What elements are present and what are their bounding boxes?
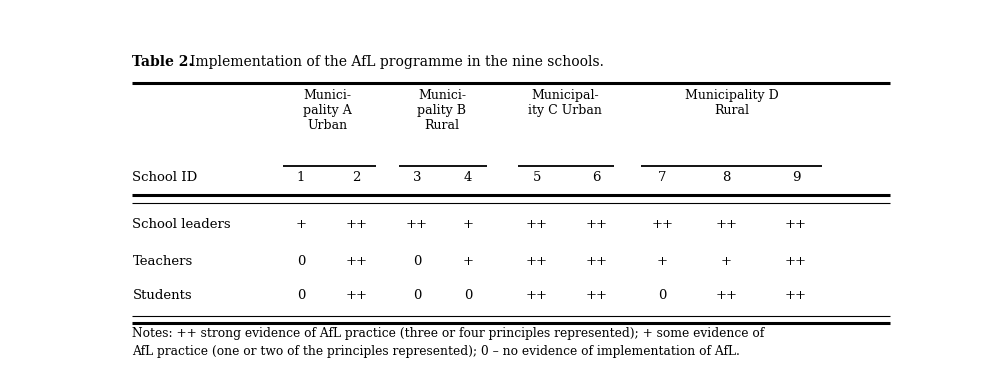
Text: ++: ++ (785, 218, 807, 232)
Text: ++: ++ (716, 218, 738, 232)
Text: ++: ++ (526, 255, 548, 268)
Text: 3: 3 (413, 171, 421, 184)
Text: ++: ++ (526, 218, 548, 232)
Text: 7: 7 (658, 171, 667, 184)
Text: 6: 6 (592, 171, 601, 184)
Text: ++: ++ (526, 290, 548, 303)
Text: Munici-
pality A
Urban: Munici- pality A Urban (303, 89, 351, 132)
Text: Notes: ++ strong evidence of AfL practice (three or four principles represented): Notes: ++ strong evidence of AfL practic… (133, 327, 764, 359)
Text: +: + (721, 255, 732, 268)
Text: ++: ++ (586, 290, 608, 303)
Text: 9: 9 (791, 171, 800, 184)
Text: Municipality D
Rural: Municipality D Rural (685, 89, 778, 117)
Text: 0: 0 (413, 290, 421, 303)
Text: 2: 2 (352, 171, 361, 184)
Text: ++: ++ (406, 218, 428, 232)
Text: Implementation of the AfL programme in the nine schools.: Implementation of the AfL programme in t… (191, 55, 605, 69)
Text: +: + (463, 218, 474, 232)
Text: School leaders: School leaders (133, 218, 232, 232)
Text: 5: 5 (533, 171, 541, 184)
Text: ++: ++ (785, 290, 807, 303)
Text: Municipal-
ity C Urban: Municipal- ity C Urban (528, 89, 602, 117)
Text: 0: 0 (464, 290, 472, 303)
Text: ++: ++ (652, 218, 674, 232)
Text: 1: 1 (297, 171, 305, 184)
Text: +: + (657, 255, 668, 268)
Text: Students: Students (133, 290, 192, 303)
Text: 4: 4 (464, 171, 472, 184)
Text: ++: ++ (785, 255, 807, 268)
Text: ++: ++ (345, 218, 368, 232)
Text: +: + (295, 218, 306, 232)
Text: Table 2.: Table 2. (133, 55, 194, 69)
Text: ++: ++ (345, 255, 368, 268)
Text: ++: ++ (345, 290, 368, 303)
Text: ++: ++ (586, 255, 608, 268)
Text: +: + (463, 255, 474, 268)
Text: 0: 0 (297, 255, 305, 268)
Text: ++: ++ (586, 218, 608, 232)
Text: ++: ++ (716, 290, 738, 303)
Text: School ID: School ID (133, 171, 198, 184)
Text: Teachers: Teachers (133, 255, 193, 268)
Text: 0: 0 (297, 290, 305, 303)
Text: 0: 0 (658, 290, 667, 303)
Text: 0: 0 (413, 255, 421, 268)
Text: 8: 8 (723, 171, 731, 184)
Text: Munici-
pality B
Rural: Munici- pality B Rural (417, 89, 466, 132)
